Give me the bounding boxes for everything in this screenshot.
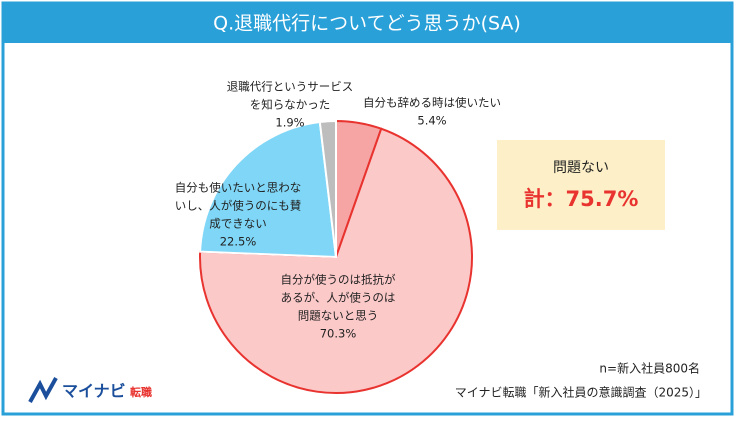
logo-mark — [28, 377, 58, 403]
pie-slice — [199, 120, 338, 259]
slice-label: 自分も辞める時は使いたい — [363, 96, 501, 110]
slice-label: を知らなかった — [250, 98, 331, 112]
slice-label: あるが、人が使うのは — [281, 291, 396, 305]
footer-sample: n=新入社員800名 — [599, 361, 700, 376]
title-bar — [3, 3, 732, 43]
callout-box — [497, 140, 665, 230]
value-label: 70.3% — [320, 327, 357, 341]
callout-title: 問題ない — [553, 160, 609, 176]
logo-brand: マイナビ — [62, 382, 126, 401]
logo-sub: 転職 — [130, 385, 152, 399]
slice-label: 自分が使うのは抵抗が — [281, 273, 396, 287]
slice-label: 成できない — [209, 217, 267, 231]
value-label: 22.5% — [220, 235, 257, 249]
slice-label: 自分も使いたいと思わな — [175, 181, 302, 195]
chart-title: Q.退職代行についてどう思うか(SA) — [213, 13, 521, 35]
callout-total: 計：75.7% — [524, 187, 639, 211]
pie-slice — [199, 127, 473, 394]
value-label: 1.9% — [275, 116, 304, 130]
slice-label: 退職代行というサービス — [227, 80, 354, 94]
footer-source: マイナビ転職「新入社員の意識調査（2025）」 — [455, 385, 707, 400]
pie-slice — [318, 119, 337, 258]
slice-label: 問題ないと思う — [298, 309, 379, 323]
slice-label: いし、人が使うのにも賛 — [175, 199, 302, 213]
value-label: 5.4% — [417, 114, 446, 128]
